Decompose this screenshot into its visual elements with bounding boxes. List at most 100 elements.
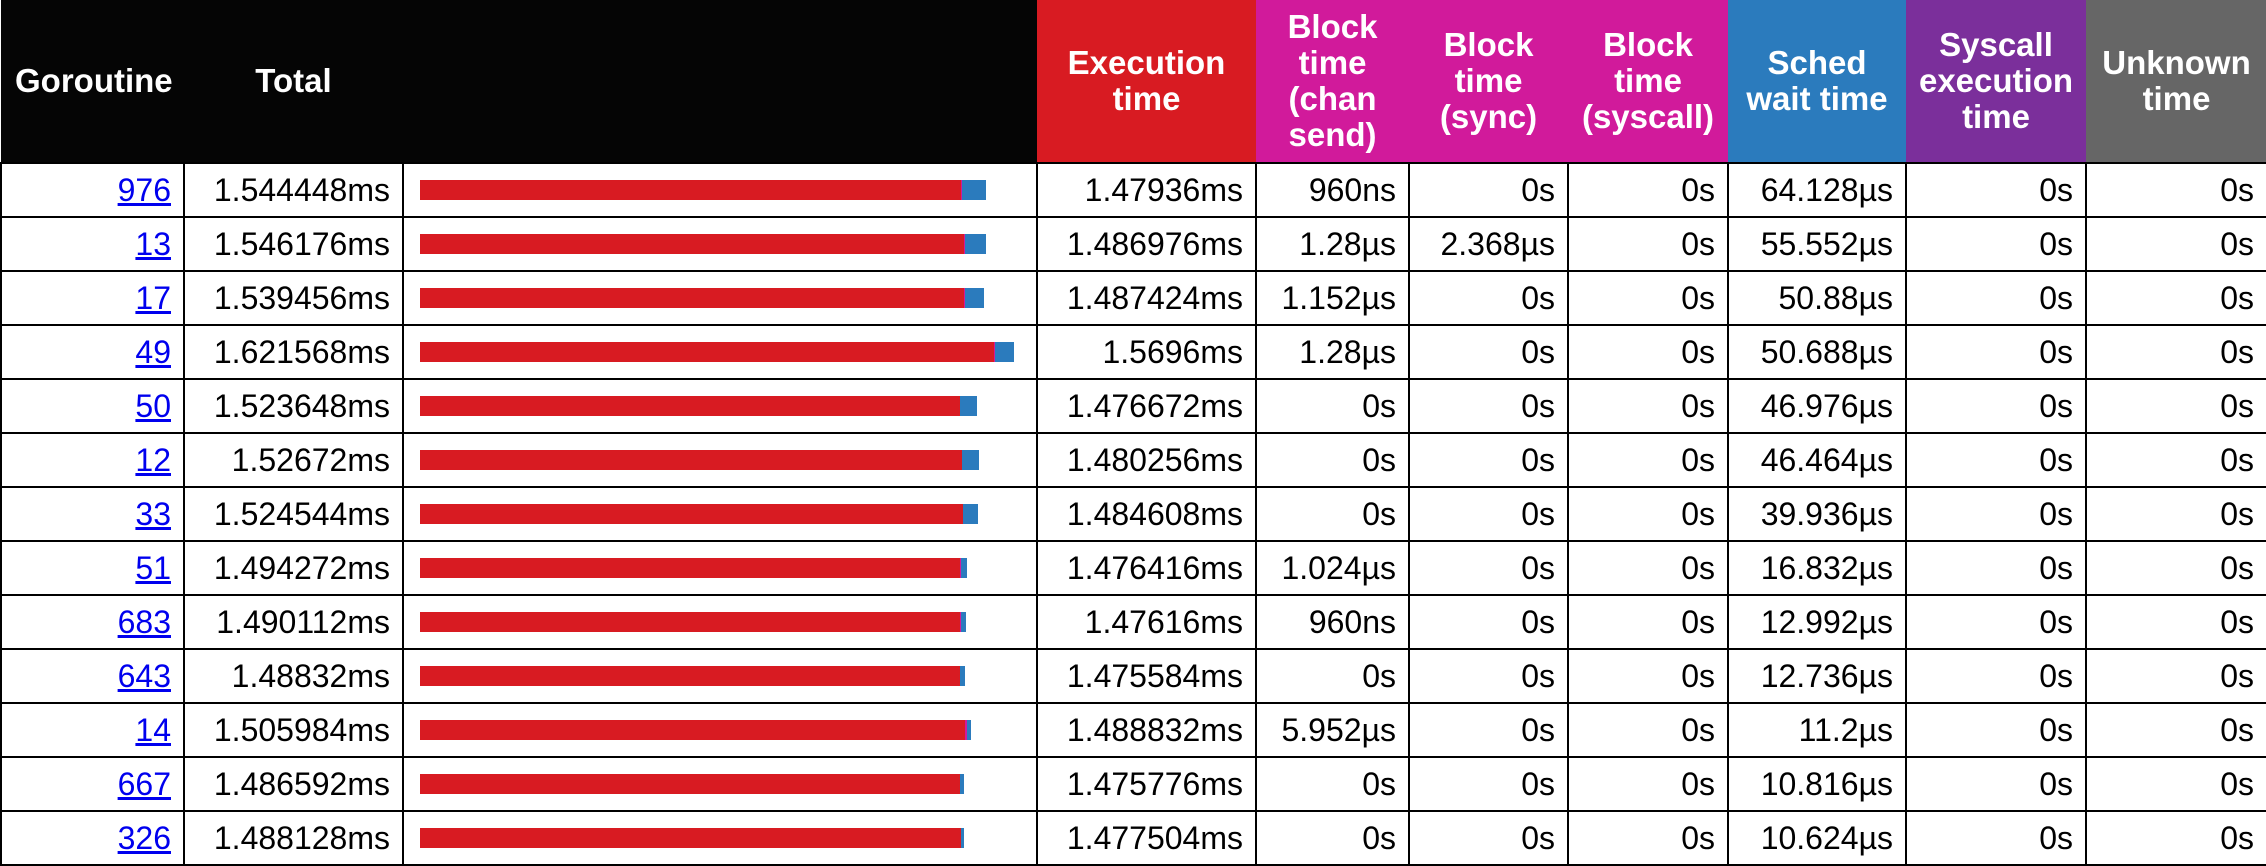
unknown-time-cell: 0s [2085,486,2266,542]
goroutine-link[interactable]: 51 [135,549,171,586]
sched-wait-segment [961,612,966,632]
block-sync-cell: 0s [1408,702,1569,758]
execution-time-cell: 1.476672ms [1036,378,1257,434]
time-breakdown-bar [420,774,1024,794]
goroutine-id-cell: 33 [0,486,185,542]
total-cell: 1.546176ms [183,216,404,272]
block-sync-cell: 0s [1408,270,1569,326]
header-block-syscall[interactable]: Block time (syscall) [1568,0,1728,163]
execution-time-cell: 1.47936ms [1036,162,1257,218]
time-breakdown-bar [420,342,1024,362]
sched-wait-cell: 64.128µs [1727,162,1907,218]
header-sched-wait-time[interactable]: Sched wait time [1728,0,1906,163]
sched-wait-cell: 46.464µs [1727,432,1907,488]
block-chan-send-cell: 0s [1255,648,1410,704]
goroutine-link[interactable]: 49 [135,333,171,370]
block-syscall-cell: 0s [1567,810,1729,866]
sched-wait-segment [961,558,968,578]
time-breakdown-bar-cell [402,810,1038,866]
goroutine-link[interactable]: 13 [135,225,171,262]
total-cell: 1.490112ms [183,594,404,650]
execution-time-cell: 1.486976ms [1036,216,1257,272]
table-row: 13 1.546176ms 1.486976ms 1.28µs 2.368µs 0s 55.… [0,216,2266,272]
block-segment [961,180,963,200]
header-block-sync[interactable]: Block time (sync) [1409,0,1568,163]
goroutine-link[interactable]: 50 [135,387,171,424]
header-block-chan-send[interactable]: Block time (chan send) [1256,0,1409,163]
syscall-execution-cell: 0s [1905,378,2087,434]
sched-wait-cell: 10.816µs [1727,756,1907,812]
goroutine-link[interactable]: 17 [135,279,171,316]
block-segment [994,342,996,362]
sched-wait-segment [960,828,965,848]
goroutine-id-cell: 50 [0,378,185,434]
goroutine-id-cell: 976 [0,162,185,218]
goroutine-link[interactable]: 643 [117,657,171,694]
time-breakdown-bar-cell [402,324,1038,380]
time-breakdown-bar-cell [402,216,1038,272]
table-row: 51 1.494272ms 1.476416ms 1.024µs 0s 0s 16.832µ… [0,540,2266,596]
block-syscall-cell: 0s [1567,432,1729,488]
time-breakdown-bar [420,450,1024,470]
unknown-time-cell: 0s [2085,810,2266,866]
total-cell: 1.539456ms [183,270,404,326]
time-breakdown-bar-cell [402,432,1038,488]
header-goroutine[interactable]: Goroutine [1,0,184,163]
sched-wait-segment [960,396,978,416]
goroutine-link[interactable]: 33 [135,495,171,532]
block-sync-cell: 0s [1408,594,1569,650]
table-row: 14 1.505984ms 1.488832ms 5.952µs 0s 0s 11.2µs 0… [0,702,2266,758]
unknown-time-cell: 0s [2085,378,2266,434]
goroutine-id-cell: 14 [0,702,185,758]
header-total[interactable]: Total [184,0,403,163]
sched-wait-cell: 10.624µs [1727,810,1907,866]
total-cell: 1.544448ms [183,162,404,218]
execution-time-cell: 1.47616ms [1036,594,1257,650]
block-chan-send-cell: 1.28µs [1255,216,1410,272]
header-execution-time[interactable]: Execution time [1037,0,1256,163]
syscall-execution-cell: 0s [1905,432,2087,488]
total-cell: 1.52672ms [183,432,404,488]
exec-segment [420,342,995,362]
block-syscall-cell: 0s [1567,540,1729,596]
unknown-time-cell: 0s [2085,432,2266,488]
goroutine-id-cell: 51 [0,540,185,596]
block-chan-send-cell: 5.952µs [1255,702,1410,758]
table-row: 49 1.621568ms 1.5696ms 1.28µs 0s 0s 50.688µs 0s… [0,324,2266,380]
syscall-execution-cell: 0s [1905,594,2087,650]
block-segment [964,288,966,308]
time-breakdown-bar-cell [402,540,1038,596]
table-row: 33 1.524544ms 1.484608ms 0s 0s 0s 39.936µs 0s 0s [0,486,2266,542]
block-syscall-cell: 0s [1567,648,1729,704]
goroutine-link[interactable]: 667 [117,765,171,802]
block-segment [960,612,962,632]
total-cell: 1.621568ms [183,324,404,380]
sched-wait-cell: 50.88µs [1727,270,1907,326]
sched-wait-segment [965,288,984,308]
time-breakdown-bar [420,396,1024,416]
sched-wait-segment [959,774,964,794]
goroutine-link[interactable]: 12 [135,441,171,478]
time-breakdown-bar-cell [402,594,1038,650]
time-breakdown-bar [420,666,1024,686]
time-breakdown-bar-cell [402,648,1038,704]
block-sync-cell: 0s [1408,486,1569,542]
header-unknown-time[interactable]: Unknown time [2086,0,2266,163]
goroutine-link[interactable]: 976 [117,171,171,208]
goroutine-link[interactable]: 683 [117,603,171,640]
block-chan-send-cell: 1.152µs [1255,270,1410,326]
total-cell: 1.488128ms [183,810,404,866]
time-breakdown-bar [420,558,1024,578]
goroutine-link[interactable]: 14 [135,711,171,748]
table-row: 17 1.539456ms 1.487424ms 1.152µs 0s 0s 50.88µs… [0,270,2266,326]
exec-segment [420,450,962,470]
time-breakdown-bar [420,612,1024,632]
block-syscall-cell: 0s [1567,756,1729,812]
table-row: 643 1.48832ms 1.475584ms 0s 0s 0s 12.736µs 0s 0s [0,648,2266,704]
sched-wait-segment [963,504,978,524]
header-syscall-execution-time[interactable]: Syscall execution time [1906,0,2086,163]
goroutine-link[interactable]: 326 [117,819,171,856]
goroutine-id-cell: 326 [0,810,185,866]
unknown-time-cell: 0s [2085,162,2266,218]
block-segment [960,558,962,578]
